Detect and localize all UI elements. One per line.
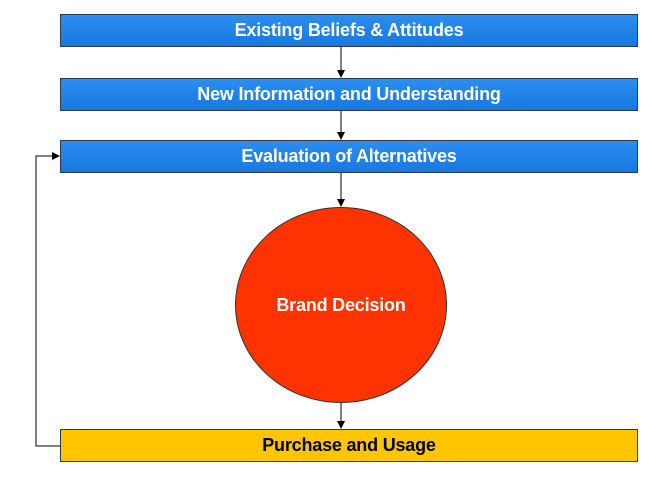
brand-decision-label: Brand Decision bbox=[276, 294, 406, 315]
step-evaluation-of-alternatives: Evaluation of Alternatives bbox=[60, 140, 638, 173]
step-new-information: New Information and Understanding bbox=[60, 78, 638, 111]
step-evaluation-label: Evaluation of Alternatives bbox=[241, 146, 457, 166]
step-existing-beliefs-label: Existing Beliefs & Attitudes bbox=[234, 20, 464, 40]
purchase-and-usage-label: Purchase and Usage bbox=[262, 435, 436, 455]
brand-decision-circle: Brand Decision bbox=[235, 207, 447, 403]
step-new-information-label: New Information and Understanding bbox=[197, 84, 501, 104]
step-purchase-and-usage: Purchase and Usage bbox=[60, 429, 638, 462]
feedback-loop-arrow bbox=[35, 152, 60, 447]
step-existing-beliefs: Existing Beliefs & Attitudes bbox=[60, 14, 638, 47]
